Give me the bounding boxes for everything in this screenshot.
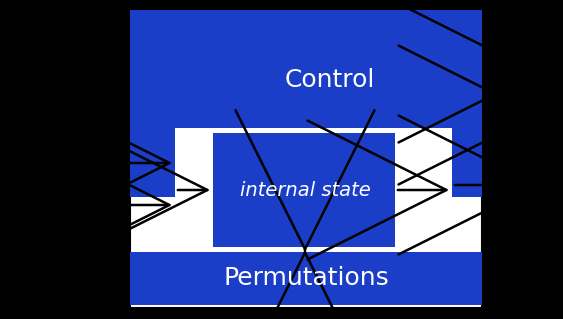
Bar: [130, 10, 482, 197]
Bar: [130, 252, 482, 305]
Text: Control: Control: [285, 68, 375, 92]
Text: Permutations: Permutations: [223, 266, 389, 290]
Bar: [213, 133, 395, 247]
Bar: [130, 10, 482, 308]
Text: internal state: internal state: [240, 181, 370, 199]
Bar: [175, 128, 452, 240]
